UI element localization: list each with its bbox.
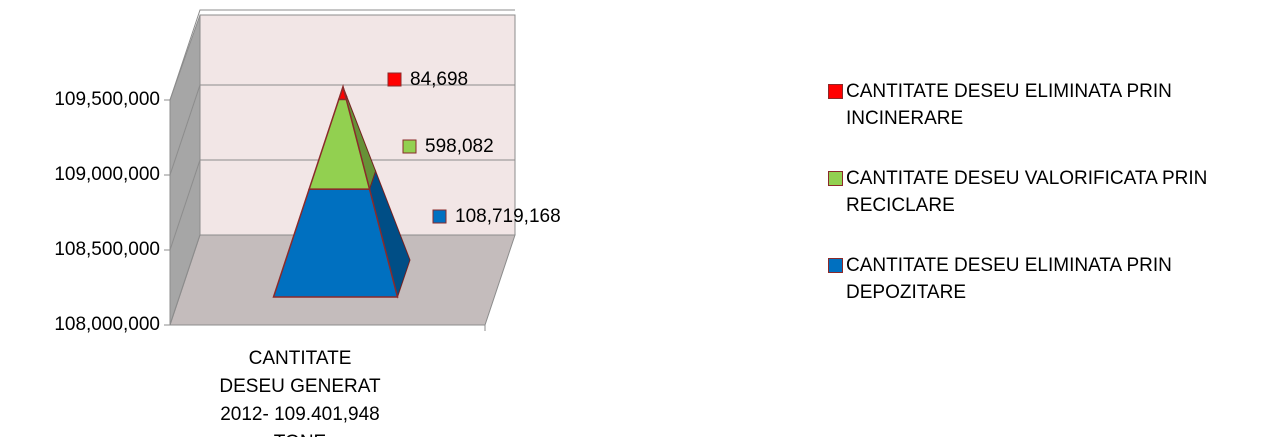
grid-line <box>169 159 515 251</box>
label-marker <box>387 72 402 87</box>
legend-swatch <box>828 171 843 186</box>
legend-item: CANTITATE DESEU ELIMINATA PRIN DEPOZITAR… <box>828 252 1278 306</box>
legend-swatch <box>828 84 843 99</box>
label-marker <box>402 139 417 154</box>
y-tick-label: 109,500,000 <box>54 89 160 110</box>
pyramid-segment <box>337 84 348 102</box>
legend-item: CANTITATE DESEU ELIMINATA PRIN INCINERAR… <box>828 78 1278 132</box>
y-tick-label: 109,000,000 <box>54 164 160 185</box>
legend-label: CANTITATE DESEU VALORIFICATA PRIN RECICL… <box>846 168 1208 216</box>
segment-side-shade <box>369 171 410 297</box>
label-marker <box>432 209 447 224</box>
x-tick-label: CANTITATE DESEU GENERAT 2012- 109.401,94… <box>219 348 381 437</box>
pyramid-segment <box>308 95 377 191</box>
grid-line <box>169 234 515 326</box>
y-tick-label: 108,000,000 <box>54 314 160 335</box>
y-tick-label: 108,500,000 <box>54 239 160 260</box>
segment-side-shade <box>346 97 376 190</box>
data-label: 598,082 <box>425 136 494 157</box>
grid-line <box>169 9 515 101</box>
segment-front <box>337 84 348 101</box>
pyramid-segment <box>272 169 411 299</box>
data-label: 108,719,168 <box>455 206 561 227</box>
legend-label: CANTITATE DESEU ELIMINATA PRIN DEPOZITAR… <box>846 255 1172 303</box>
legend-swatch <box>828 258 843 273</box>
legend-label: CANTITATE DESEU ELIMINATA PRIN INCINERAR… <box>846 81 1172 129</box>
data-label: 84,698 <box>410 69 468 90</box>
grid-line <box>169 84 515 176</box>
legend-item: CANTITATE DESEU VALORIFICATA PRIN RECICL… <box>828 165 1278 219</box>
